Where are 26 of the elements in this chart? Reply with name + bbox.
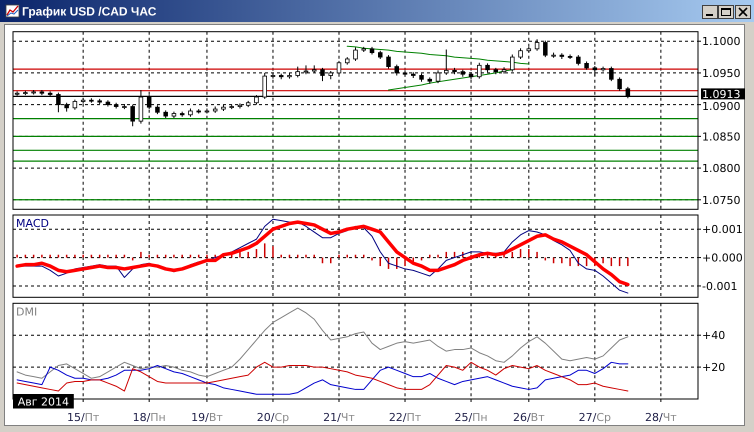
y-tick-label: -0.001 (702, 279, 738, 292)
x-tick-label: 15/Пт (66, 410, 100, 424)
chart-title: MACD (16, 216, 49, 230)
ref-line-label: 1.0913 (702, 87, 740, 100)
y-tick-label: 1.0900 (702, 99, 740, 112)
y-tick-label: +0.000 (702, 251, 743, 264)
x-tick-label: 20/Ср (256, 410, 290, 424)
x-tick-label: 25/Пн (454, 410, 488, 424)
x-tick-label: 19/Вт (191, 410, 224, 424)
x-tick-label: 26/Вт (512, 410, 546, 424)
annotation: Авг 2014 (18, 395, 70, 408)
chart-title: График USD /CAD ЧАС (22, 4, 157, 18)
x-tick-label: 28/Чт (645, 410, 678, 424)
x-tick-label: 21/Чт (323, 410, 356, 424)
y-tick-label: 1.1000 (702, 34, 740, 48)
y-tick-label: +0.001 (702, 222, 743, 236)
chart-title: DMI (16, 304, 38, 318)
y-tick-label: 1.0800 (702, 162, 740, 175)
y-tick-label: 1.0950 (702, 66, 740, 80)
y-tick-label: 1.0750 (702, 193, 740, 206)
x-tick-label: 18/Пн (132, 410, 166, 424)
y-tick-label: 1.0850 (702, 130, 740, 143)
y-tick-label: +40 (702, 328, 726, 342)
x-tick-label: 22/Пт (388, 410, 422, 424)
x-tick-label: 27/Ср (578, 410, 612, 424)
y-tick-label: +20 (702, 360, 726, 374)
